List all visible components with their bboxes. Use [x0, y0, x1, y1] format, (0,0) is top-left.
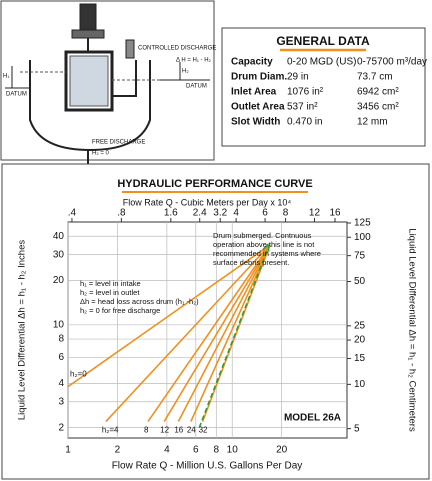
- series-label: 24: [187, 426, 196, 435]
- x-axis-title: Flow Rate Q - Million U.S. Gallons Per D…: [112, 461, 303, 472]
- series-label: h₂=4: [102, 426, 119, 435]
- general-data-cell: Outlet Area: [231, 102, 285, 113]
- key-text: h₂ = level in outlet: [80, 288, 140, 297]
- y2-tick-label: 5: [354, 423, 360, 434]
- general-data-box: [221, 27, 426, 147]
- general-data-rows: Capacity 0-20 MGD (US) 0-75700 m³/day Drum …: [231, 57, 427, 128]
- y2-tick-label: 50: [354, 276, 366, 287]
- x2-tick-label: 6: [262, 208, 268, 219]
- chart-title: HYDRAULIC PERFORMANCE CURVE: [117, 178, 312, 190]
- diagram-label: CONTROLLED DISCHARGE: [138, 46, 216, 52]
- y2-tick-label: 75: [354, 250, 366, 261]
- x-tick-label: 20: [276, 445, 288, 456]
- x2-tick-label: 2.4: [193, 208, 207, 219]
- x2-axis-title: Flow Rate Q - Cubic Meters per Day x 10⁴: [123, 197, 292, 207]
- diagram-label: FREE DISCHARGE: [92, 140, 145, 146]
- y-tick-label: 20: [53, 275, 65, 286]
- y-tick-label: 30: [53, 249, 65, 260]
- x2-tick-label: 3.2: [213, 208, 227, 219]
- y2-tick-label: 15: [354, 353, 366, 364]
- general-data-cell: 3456 cm²: [357, 102, 399, 113]
- series-label: h₂=0: [70, 370, 87, 379]
- series-label: 8: [144, 426, 149, 435]
- y2-tick-label: 125: [354, 218, 371, 229]
- general-data-cell: Capacity: [231, 57, 273, 68]
- y-tick-label: 2: [58, 422, 64, 433]
- y-axis-title: Liquid Level Differential Δh = h₁ - h₂ I…: [17, 240, 28, 420]
- diagram-label: DATUM: [186, 84, 207, 90]
- annotation: Drum submerged. Contnuous: [213, 231, 312, 240]
- diagram-label: DATUM: [6, 92, 27, 98]
- general-data-cell: 0-20 MGD (US): [287, 57, 356, 68]
- x2-tick-label: 1.6: [164, 208, 178, 219]
- series-label: 16: [174, 426, 183, 435]
- y2-tick-label: 10: [354, 379, 366, 390]
- series-line: [177, 244, 271, 422]
- x2-tick-label: 12: [309, 208, 321, 219]
- y-tick-label: 40: [53, 231, 65, 242]
- general-data-cell: 73.7 cm: [357, 72, 393, 83]
- y2-axis-title: Liquid Level Differential Δh = h₁ - h₂ C…: [406, 228, 417, 432]
- diagram-label: Δ H = H₁ - H₂: [176, 58, 212, 64]
- x-tick-label: 4: [164, 445, 170, 456]
- y2-tick-label: 100: [354, 232, 371, 243]
- series-line: [147, 244, 271, 422]
- x2-tick-label: .8: [117, 208, 126, 219]
- y-tick-label: 8: [58, 334, 64, 345]
- key-text: h₁ = level in intake: [80, 279, 141, 288]
- diagram-label: H₁: [3, 74, 9, 80]
- annotation: surface debris present.: [213, 258, 289, 267]
- x2-tick-label: 8: [283, 208, 289, 219]
- key-text: Δh = head loss across drum (h₁ -h₂): [80, 297, 199, 306]
- general-data-cell: 6942 cm²: [357, 87, 399, 98]
- series-label: 32: [199, 426, 208, 435]
- series-line: [105, 244, 271, 423]
- general-data-title: GENERAL DATA: [276, 34, 370, 48]
- general-data-cell: Slot Width: [231, 117, 280, 128]
- general-data-cell: 29 in: [287, 72, 309, 83]
- boundary-arrow: [262, 243, 270, 252]
- x-tick-label: 2: [115, 445, 121, 456]
- y2-tick-label: 25: [354, 320, 366, 331]
- x-tick-label: 1: [65, 445, 71, 456]
- y-tick-label: 10: [53, 319, 65, 330]
- y-tick-label: 4: [58, 378, 64, 389]
- x2-tick-label: .4: [68, 208, 77, 219]
- model-label: MODEL 26A: [284, 413, 341, 424]
- series-line: [190, 244, 271, 422]
- x-tick-label: 8: [214, 445, 220, 456]
- plot: 1 2 4 6 8 10 20.4.8 1.6 2.4 3.2 4 6 8 12 1623468102030…: [53, 208, 371, 456]
- diagram-label: H₂ = 0: [92, 151, 110, 157]
- x2-tick-label: 4: [233, 208, 239, 219]
- diagram: [5, 3, 210, 166]
- x2-tick-label: 16: [329, 208, 341, 219]
- series-label: 12: [160, 426, 169, 435]
- general-data-cell: Drum Diam.: [231, 72, 287, 83]
- general-data-cell: 0-75700 m³/day: [357, 57, 427, 68]
- key-text: h₂ = 0 for free discharge: [80, 306, 160, 315]
- y2-tick-label: 20: [354, 335, 366, 346]
- y-tick-label: 6: [58, 352, 64, 363]
- annotation: operation above this line is not: [213, 240, 315, 249]
- y-tick-label: 3: [58, 396, 64, 407]
- general-data-cell: 12 mm: [357, 117, 388, 128]
- series-line: [163, 244, 271, 422]
- general-data-cell: 1076 in²: [287, 87, 324, 98]
- general-data-cell: 0.470 in: [287, 117, 323, 128]
- general-data-cell: 537 in²: [287, 102, 318, 113]
- x-tick-label: 6: [193, 445, 199, 456]
- annotation: recommended in systems where: [213, 249, 321, 258]
- x-tick-label: 10: [227, 445, 239, 456]
- diagram-label: H₂: [182, 69, 189, 75]
- general-data-cell: Inlet Area: [231, 87, 277, 98]
- series-line: [67, 244, 271, 388]
